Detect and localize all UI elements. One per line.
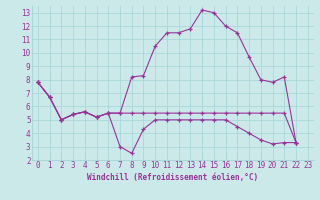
X-axis label: Windchill (Refroidissement éolien,°C): Windchill (Refroidissement éolien,°C) [87,173,258,182]
